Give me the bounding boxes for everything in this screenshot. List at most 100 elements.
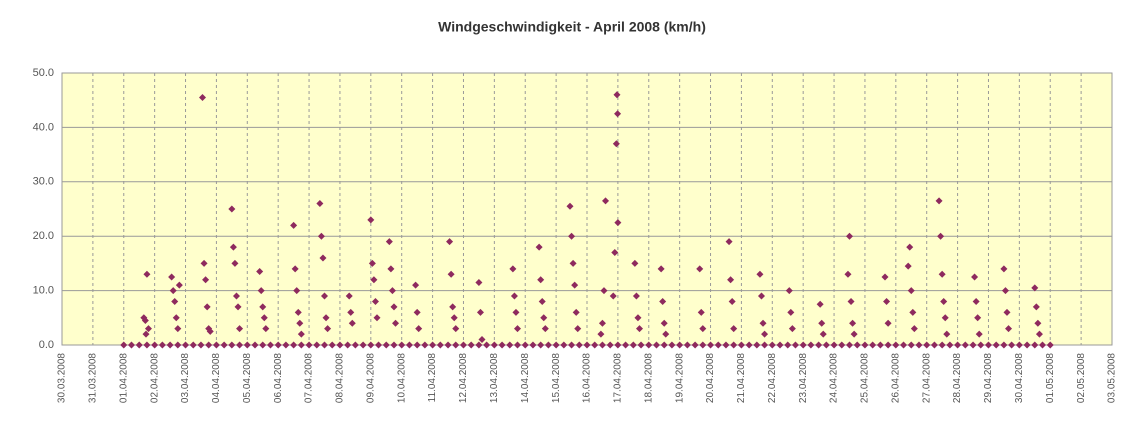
x-tick-label: 04.04.2008 — [211, 353, 222, 403]
data-point — [297, 341, 305, 349]
data-point — [206, 327, 214, 335]
data-point — [611, 249, 619, 257]
data-point — [819, 330, 827, 338]
x-tick-label: 21.04.2008 — [736, 353, 747, 403]
data-point — [569, 259, 577, 267]
x-tick-label: 12.04.2008 — [458, 353, 469, 403]
data-point — [293, 287, 301, 295]
data-point — [475, 341, 483, 349]
y-tick-label: 10.0 — [33, 285, 54, 297]
x-tick-label: 25.04.2008 — [860, 353, 871, 403]
data-point — [971, 273, 979, 281]
data-point — [251, 341, 259, 349]
data-point — [938, 341, 946, 349]
data-point — [535, 243, 543, 251]
data-point — [540, 314, 548, 322]
data-point — [537, 276, 545, 284]
data-point — [344, 341, 352, 349]
data-point — [883, 297, 891, 305]
data-point — [529, 341, 537, 349]
data-point — [319, 254, 327, 262]
data-point — [413, 308, 421, 316]
data-point — [220, 341, 228, 349]
data-point — [260, 314, 268, 322]
data-point — [135, 341, 143, 349]
data-point — [940, 297, 948, 305]
data-point — [975, 330, 983, 338]
data-point — [602, 197, 610, 205]
data-point — [538, 297, 546, 305]
data-point — [941, 314, 949, 322]
data-point — [509, 265, 517, 273]
data-point — [512, 308, 520, 316]
chart-title: Windgeschwindigkeit - April 2008 (km/h) — [438, 19, 706, 35]
data-point — [614, 341, 622, 349]
x-tick-label: 27.04.2008 — [921, 353, 932, 403]
data-point — [632, 292, 640, 300]
data-point — [660, 319, 668, 327]
data-point — [175, 281, 183, 289]
data-point — [514, 341, 522, 349]
data-point — [447, 270, 455, 278]
data-point — [144, 325, 152, 333]
data-point — [510, 292, 518, 300]
data-point — [816, 300, 824, 308]
data-point — [294, 308, 302, 316]
data-point — [884, 319, 892, 327]
data-point — [861, 341, 869, 349]
data-point — [1034, 319, 1042, 327]
data-point — [930, 341, 938, 349]
data-point — [696, 265, 704, 273]
plot-area — [61, 72, 1113, 346]
data-point — [575, 341, 583, 349]
data-point — [142, 330, 150, 338]
data-point — [328, 341, 336, 349]
data-point — [413, 341, 421, 349]
x-tick-label: 17.04.2008 — [613, 353, 624, 403]
data-point — [699, 325, 707, 333]
x-tick-label: 09.04.2008 — [365, 353, 376, 403]
data-point — [478, 336, 486, 344]
data-point — [228, 205, 236, 213]
data-point — [884, 341, 892, 349]
data-point — [850, 330, 858, 338]
data-point — [367, 341, 375, 349]
data-point — [256, 268, 264, 276]
data-point — [846, 232, 853, 240]
data-point — [583, 341, 591, 349]
data-point — [622, 341, 630, 349]
data-point — [876, 341, 884, 349]
data-point — [514, 325, 522, 333]
data-point — [697, 308, 705, 316]
data-point — [415, 325, 423, 333]
data-point — [571, 281, 579, 289]
data-point — [266, 341, 274, 349]
data-point — [143, 341, 151, 349]
y-tick-label: 0.0 — [39, 339, 54, 351]
x-tick-label: 03.04.2008 — [180, 353, 191, 403]
data-point — [203, 303, 211, 311]
data-point — [182, 341, 190, 349]
data-point — [392, 319, 400, 327]
data-point — [634, 314, 642, 322]
data-point — [297, 330, 305, 338]
x-tick-label: 14.04.2008 — [520, 353, 531, 403]
x-tick-label: 01.05.2008 — [1045, 353, 1056, 403]
data-point — [370, 276, 378, 284]
x-tick-label: 05.04.2008 — [242, 353, 253, 403]
data-point — [1000, 265, 1008, 273]
y-tick-label: 30.0 — [33, 176, 54, 188]
data-point — [336, 341, 344, 349]
data-point — [574, 325, 582, 333]
data-point — [745, 341, 753, 349]
data-point — [657, 265, 665, 273]
data-point — [317, 232, 325, 240]
data-point — [228, 341, 236, 349]
data-point — [847, 297, 855, 305]
data-point — [566, 202, 574, 210]
data-point — [405, 341, 413, 349]
data-point — [900, 341, 908, 349]
data-point — [449, 303, 457, 311]
data-point — [904, 262, 912, 270]
data-point — [390, 341, 398, 349]
